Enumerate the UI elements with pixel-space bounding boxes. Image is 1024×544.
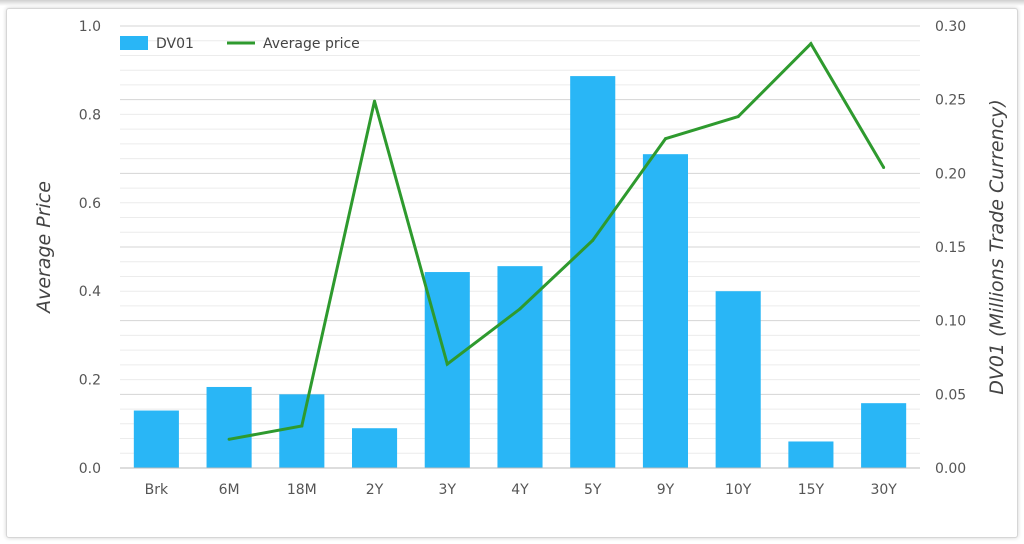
line-point-2y[interactable] <box>373 99 377 103</box>
bar-brk[interactable] <box>133 410 179 468</box>
y-right-tick-label: 0.20 <box>935 166 966 182</box>
bar-5y[interactable] <box>570 76 616 469</box>
x-tick-label: 15Y <box>798 482 825 498</box>
x-tick-label: 18M <box>287 482 317 498</box>
legend-swatch-dv01[interactable] <box>120 36 148 50</box>
line-point-6m[interactable] <box>227 437 231 441</box>
x-tick-label: 30Y <box>870 482 897 498</box>
x-tick-label: 9Y <box>657 482 675 498</box>
y-right-tick-label: 0.05 <box>935 387 966 403</box>
axes: Brk 6M 18M 2Y 3Y 4Y 5Y 9Y 10Y 15Y 30Y 0.0 0.2 0.4 0.6 0… <box>33 19 1008 498</box>
bar-15y[interactable] <box>788 441 834 468</box>
line-point-9y[interactable] <box>663 137 667 141</box>
bar-4y[interactable] <box>497 266 543 468</box>
x-tick-label: 2Y <box>366 482 384 498</box>
average-price-line[interactable] <box>228 41 885 441</box>
line-point-18m[interactable] <box>300 424 304 428</box>
bar-2y[interactable] <box>352 428 398 468</box>
line-series-average-price <box>227 41 886 441</box>
y-right-tick-label: 0.10 <box>935 314 966 330</box>
y-left-tick-label: 0.8 <box>79 107 101 123</box>
x-tick-label: 3Y <box>439 482 457 498</box>
bar-9y[interactable] <box>642 154 688 468</box>
y-left-tick-label: 0.0 <box>79 461 101 477</box>
line-point-30y[interactable] <box>882 165 886 169</box>
line-point-3y[interactable] <box>445 362 449 366</box>
y-right-tick-label: 0.25 <box>935 93 966 109</box>
x-tick-label: 10Y <box>725 482 752 498</box>
line-point-15y[interactable] <box>809 42 813 46</box>
y-left-tick-label: 0.6 <box>79 196 101 212</box>
y-right-tick-label: 0.15 <box>935 240 966 256</box>
y-right-tick-label: 0.00 <box>935 461 966 477</box>
x-tick-label: Brk <box>145 482 169 498</box>
y-right-tick-label: 0.30 <box>935 19 966 35</box>
x-tick-label: 6M <box>219 482 240 498</box>
x-tick-label: 4Y <box>511 482 529 498</box>
y-right-axis-title: DV01 (Millions Trade Currency) <box>986 99 1008 395</box>
bar-18m[interactable] <box>279 394 325 468</box>
line-point-10y[interactable] <box>736 115 740 119</box>
y-left-tick-label: 0.2 <box>79 373 101 389</box>
legend-label-dv01[interactable]: DV01 <box>156 36 194 52</box>
window-top-shadow <box>0 0 1024 6</box>
line-point-5y[interactable] <box>591 238 595 242</box>
bar-10y[interactable] <box>715 291 761 468</box>
bar-6m[interactable] <box>206 386 252 468</box>
y-left-tick-label: 1.0 <box>79 19 101 35</box>
y-left-axis-title: Average Price <box>33 181 55 315</box>
legend-label-average-price[interactable]: Average price <box>263 36 360 52</box>
bar-30y[interactable] <box>861 403 907 468</box>
legend[interactable]: DV01 Average price <box>120 36 360 52</box>
line-point-4y[interactable] <box>518 307 522 311</box>
y-left-tick-label: 0.4 <box>79 284 101 300</box>
x-tick-label: 5Y <box>584 482 602 498</box>
bar-series-dv01 <box>133 76 907 469</box>
